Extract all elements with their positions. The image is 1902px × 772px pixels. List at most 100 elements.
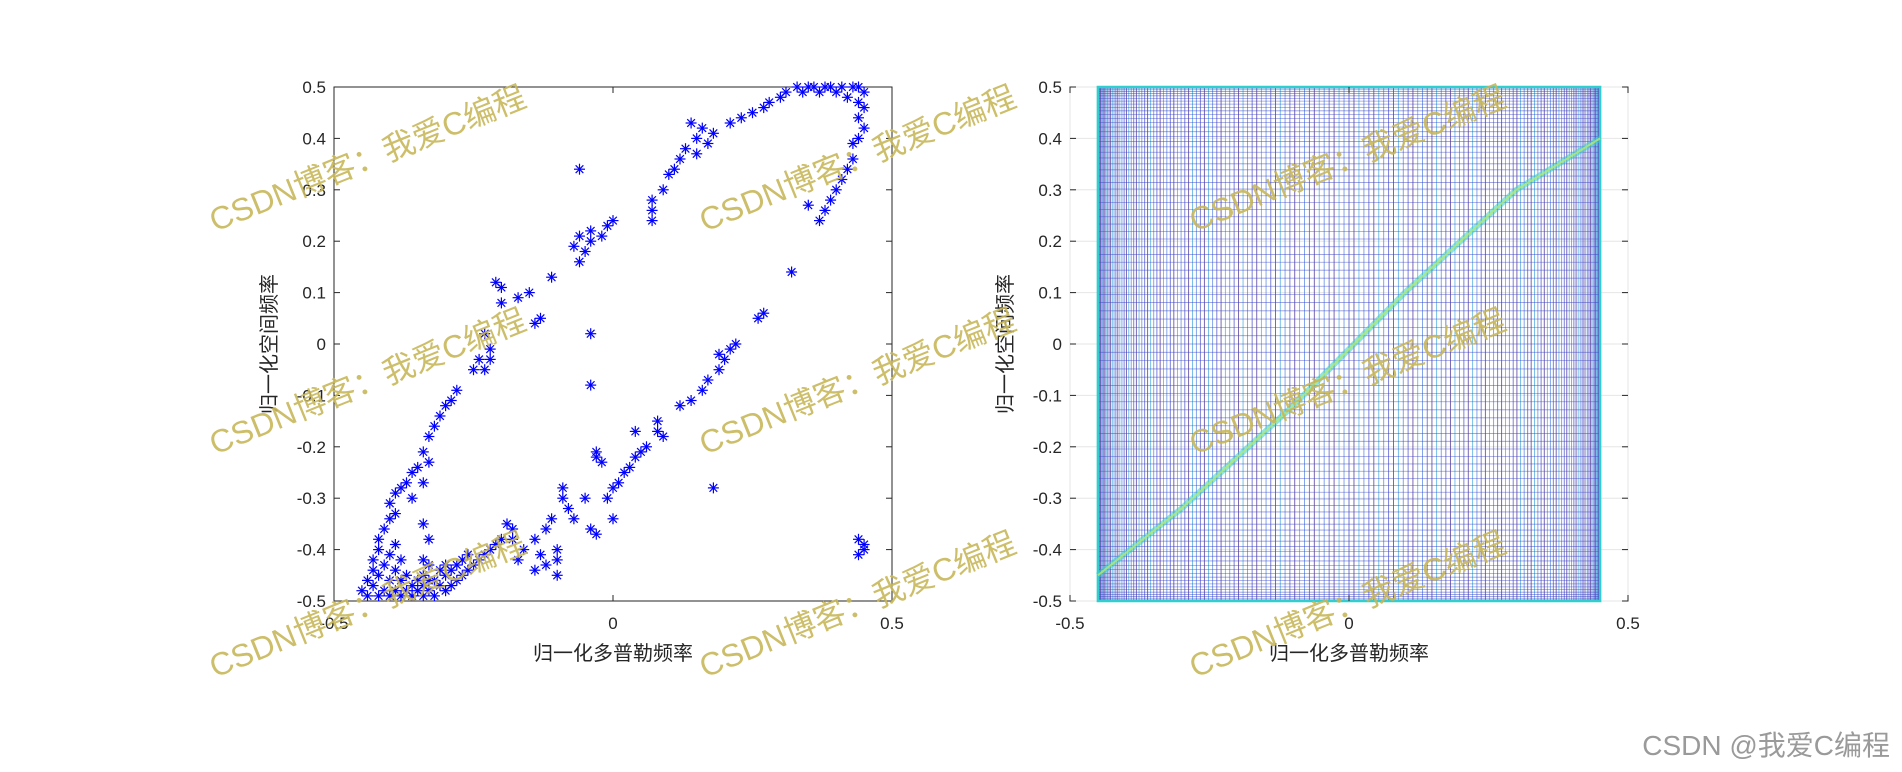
scatter-point [495,533,507,545]
scatter-point [579,492,591,504]
contour-ridge-peak [1097,137,1601,577]
scatter-point [707,127,719,139]
scatter-point [758,102,770,114]
scatter-point [434,410,446,422]
left-y-ticks: -0.5 -0.4 -0.3 -0.2 -0.1 0 0.1 0.2 0.3 0.4 0.5 [297,78,892,611]
scatter-point [646,204,658,216]
scatter-point [423,431,435,442]
scatter-point [747,107,758,119]
right-y-tick-label: 0.4 [1038,129,1062,148]
scatter-point [518,544,530,556]
scatter-point [641,441,652,453]
right-y-tick-label: -0.3 [1033,489,1062,508]
left-x-axis-label: 归一化多普勒频率 [533,641,693,665]
scatter-point [685,395,697,406]
left-x-ticks: -0.5 0 0.5 [319,87,904,633]
scatter-point [691,132,703,144]
scatter-point [730,338,742,350]
scatter-point [696,122,708,134]
scatter-point [663,168,675,180]
scatter-point [702,138,714,149]
scatter-point [546,271,558,283]
scatter-point [579,246,591,257]
scatter-point [585,225,597,237]
right-x-axis-label: 归一化多普勒频率 [1269,641,1429,665]
right-y-tick-label: -0.1 [1033,386,1062,405]
scatter-point [836,174,848,185]
scatter-point [691,148,703,160]
scatter-point [574,230,585,242]
scatter-point [535,312,546,324]
scatter-point [858,539,870,550]
scatter-point [362,590,373,602]
scatter-point [557,492,569,504]
scatter-point [373,544,385,556]
scatter-point [423,456,435,468]
scatter-point [473,353,485,365]
right-y-tick-label: 0.1 [1038,284,1062,303]
scatter-point [546,513,558,525]
left-y-tick-label: 0.3 [302,181,326,200]
scatter-point [574,163,585,175]
scatter-point [646,215,658,227]
scatter-point [367,554,379,566]
scatter-point [657,431,669,442]
scatter-point [624,461,636,473]
scatter-point [428,420,440,432]
scatter-point [384,497,396,509]
scatter-point [613,477,625,489]
scatter-point [858,102,870,114]
scatter-point [378,559,390,571]
scatter-point [825,194,837,206]
left-x-tick-label: 0.5 [880,614,904,633]
scatter-point [735,112,747,124]
scatter-point [540,559,552,571]
left-x-tick-label: 0 [608,614,617,633]
scatter-point [440,585,452,597]
right-y-tick-label: -0.5 [1033,592,1062,611]
scatter-point [401,477,412,489]
scatter-point [428,590,440,602]
scatter-point [423,533,435,545]
scatter-point [674,400,686,412]
scatter-plot: -0.5 -0.4 -0.3 -0.2 -0.1 0 0.1 0.2 0.3 0.4 0.5 -0.… [257,78,904,665]
scatter-point [401,569,412,581]
scatter-point [786,266,798,278]
scatter-point [713,364,725,376]
right-y-ticks: -0.5 -0.4 -0.3 -0.2 -0.1 0 0.1 0.2 0.3 0.4 0.5 [1033,78,1628,611]
scatter-point [841,163,853,175]
scatter-point [590,446,602,458]
scatter-point [853,132,864,144]
scatter-point [373,569,385,581]
scatter-point [585,379,597,391]
scatter-point [529,533,541,545]
scatter-point [495,297,507,309]
scatter-point [646,194,658,206]
contour-mesh [1096,85,1602,603]
scatter-point [853,96,864,108]
scatter-point [507,533,519,545]
scatter-point [568,240,580,252]
scatter-point [378,523,390,535]
scatter-point [512,292,524,304]
scatter-point [412,461,424,473]
scatter-point [585,235,597,247]
scatter-point [758,307,770,319]
scatter-point [629,451,641,463]
scatter-point [523,287,535,299]
scatter-point [568,513,580,525]
scatter-point [847,153,859,165]
scatter-point [585,328,597,340]
left-y-tick-label: -0.3 [297,489,326,508]
scatter-point [384,549,396,561]
scatter-point [724,117,736,129]
scatter-point [557,482,569,494]
scatter-point [657,184,669,196]
scatter-point [707,482,719,494]
right-y-axis-label: 归一化空间频率 [993,274,1017,414]
scatter-point [819,204,831,216]
left-y-tick-label: 0 [317,335,326,354]
scatter-point [607,513,619,525]
scatter-point [479,364,491,376]
